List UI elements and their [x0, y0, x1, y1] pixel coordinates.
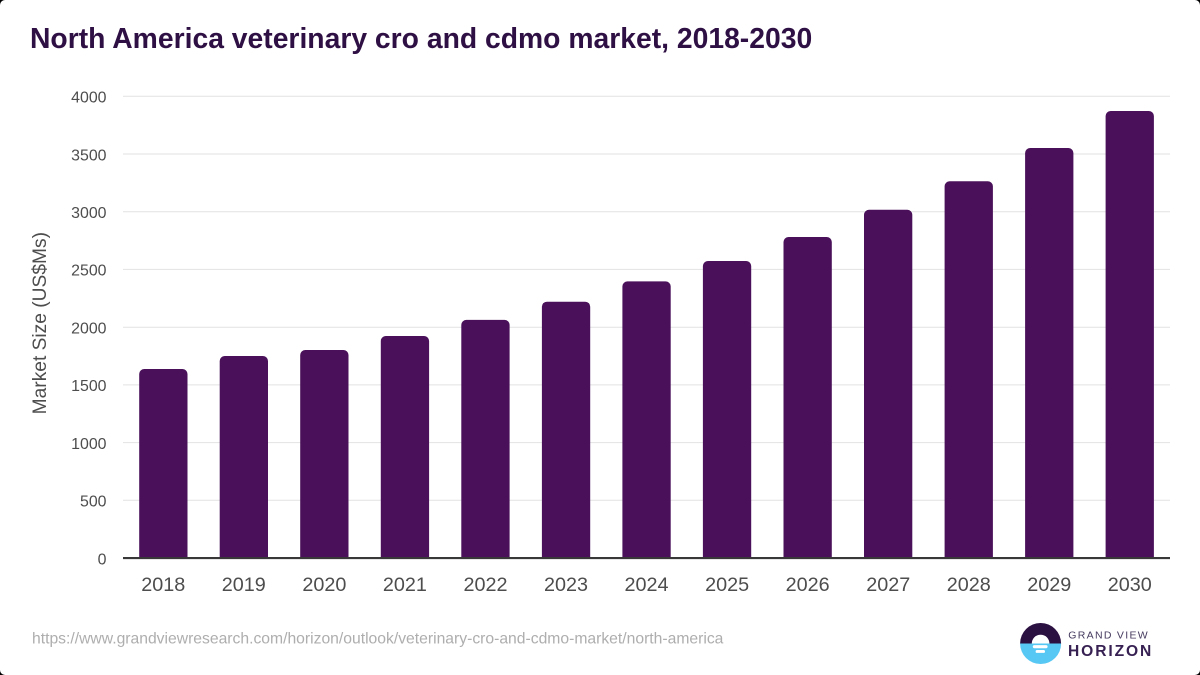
svg-text:2028: 2028: [947, 574, 991, 596]
svg-text:3000: 3000: [71, 205, 107, 222]
svg-text:2029: 2029: [1027, 574, 1071, 596]
svg-text:HORIZON: HORIZON: [1068, 643, 1153, 660]
svg-text:1500: 1500: [71, 378, 107, 395]
svg-text:https://www.grandviewresearch.: https://www.grandviewresearch.com/horizo…: [32, 631, 724, 648]
svg-text:2023: 2023: [544, 574, 588, 596]
svg-text:2025: 2025: [705, 574, 749, 596]
svg-text:North America veterinary cro a: North America veterinary cro and cdmo ma…: [30, 22, 812, 54]
svg-text:2030: 2030: [1108, 574, 1152, 596]
svg-text:Market Size (US$Ms): Market Size (US$Ms): [30, 232, 51, 414]
svg-text:2000: 2000: [71, 321, 107, 338]
svg-text:2020: 2020: [302, 574, 346, 596]
svg-text:2022: 2022: [463, 574, 507, 596]
svg-text:2500: 2500: [71, 263, 107, 280]
svg-text:3500: 3500: [71, 147, 107, 164]
svg-text:2027: 2027: [866, 574, 910, 596]
svg-text:2026: 2026: [786, 574, 830, 596]
svg-text:2024: 2024: [624, 574, 668, 596]
svg-text:2018: 2018: [141, 574, 185, 596]
svg-text:GRAND VIEW: GRAND VIEW: [1068, 629, 1149, 641]
svg-text:2019: 2019: [222, 574, 266, 596]
svg-text:500: 500: [80, 494, 107, 511]
svg-text:4000: 4000: [71, 90, 107, 107]
svg-text:2021: 2021: [383, 574, 427, 596]
svg-text:1000: 1000: [71, 436, 107, 453]
svg-text:0: 0: [98, 551, 107, 568]
